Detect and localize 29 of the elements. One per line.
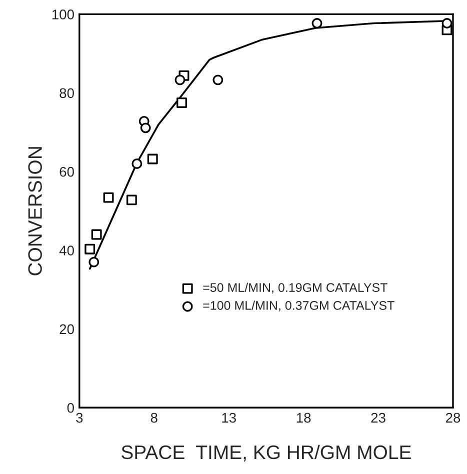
y-tick-label: 40 [59, 246, 74, 256]
y-tick-label: 20 [60, 324, 74, 334]
y-tick-label: 100 [52, 10, 74, 20]
point [84, 244, 96, 254]
x-tick-label: 3 [76, 412, 83, 423]
x-axis-title: SPACE TIME, KG HR/GM MOLE [122, 444, 411, 462]
legend-label: =100 ML/MIN, 0.37GM CATALYST [203, 300, 394, 312]
x-tick-label: 13 [222, 412, 236, 423]
point [174, 74, 186, 86]
x-tick-label: 18 [296, 412, 311, 423]
point [212, 74, 224, 86]
x-tick-label: 28 [446, 412, 460, 423]
point [312, 18, 322, 28]
point [442, 18, 452, 28]
y-tick-label: 60 [60, 166, 74, 177]
point [91, 229, 102, 240]
point [103, 192, 114, 203]
legend-label: =50 ML/MIN, 0.19GM CATALYST [203, 282, 388, 294]
point [147, 154, 158, 164]
y-tick-label: 80 [60, 88, 74, 98]
point [88, 256, 100, 268]
point [132, 158, 142, 169]
point [140, 122, 151, 134]
x-tick-label: 8 [150, 412, 158, 423]
point [126, 194, 137, 206]
point [176, 98, 187, 108]
y-axis-title: CONVERSION [28, 147, 42, 276]
y-tick-label: 0 [67, 402, 74, 413]
x-tick-label: 23 [371, 412, 386, 423]
